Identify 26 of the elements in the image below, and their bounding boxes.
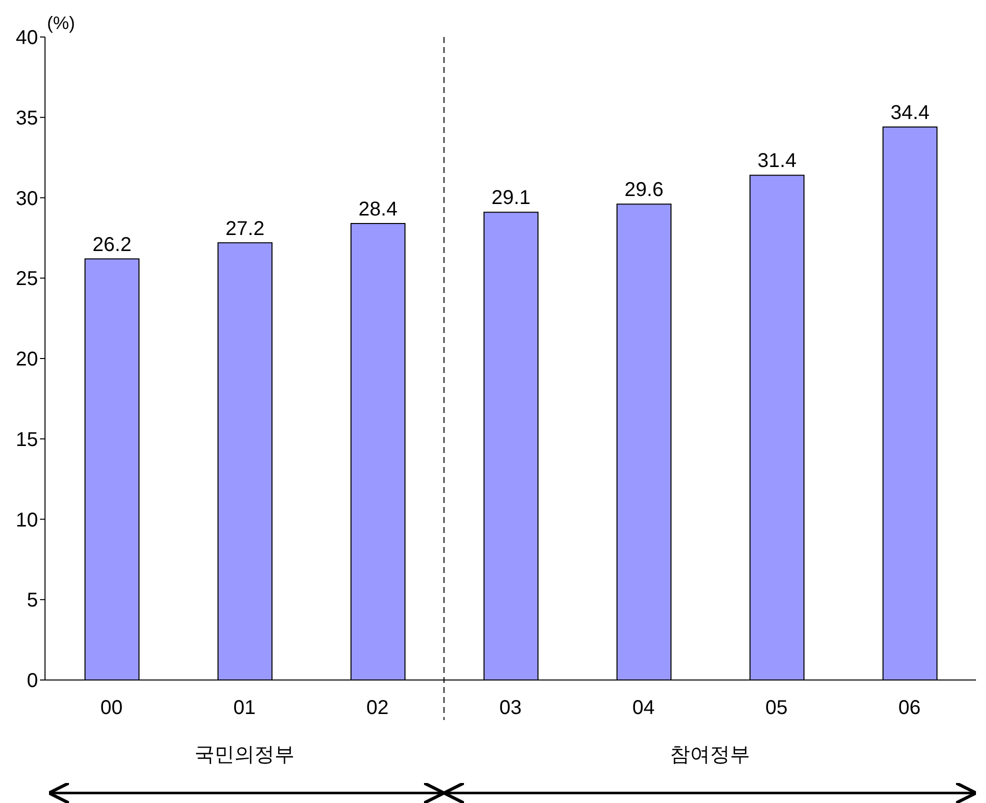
data-label: 31.4	[758, 150, 796, 172]
x-tick-label: 06	[898, 697, 921, 720]
data-label: 26.2	[92, 234, 132, 256]
y-tick-label: 10	[16, 509, 38, 532]
data-label: 34.4	[890, 102, 930, 124]
x-tick-label: 01	[233, 697, 256, 720]
text: 국민의정부	[194, 744, 294, 766]
y-tick-label: 35	[16, 107, 38, 130]
y-tick-label: 20	[16, 348, 38, 371]
y-tick-label: 15	[16, 428, 38, 451]
x-tick-label: 00	[100, 697, 123, 720]
y-tick-label: 0	[26, 670, 38, 692]
text: 참여정부	[670, 744, 750, 766]
y-tick-label: 30	[16, 188, 38, 210]
data-label: 28.4	[358, 198, 398, 220]
x-tick-label: 03	[499, 697, 522, 720]
y-tick-label: 25	[16, 268, 38, 290]
x-tick-label: 05	[765, 697, 788, 720]
x-tick-label: 02	[366, 697, 389, 720]
y-tick-label: 5	[26, 590, 38, 612]
data-label: 27.2	[226, 218, 264, 240]
y-axis-title: (%)	[47, 13, 75, 33]
data-label: 29.1	[492, 187, 530, 210]
data-label: 29.6	[624, 179, 664, 202]
x-tick-label: 04	[632, 697, 655, 720]
y-tick-label: 40	[16, 27, 38, 50]
